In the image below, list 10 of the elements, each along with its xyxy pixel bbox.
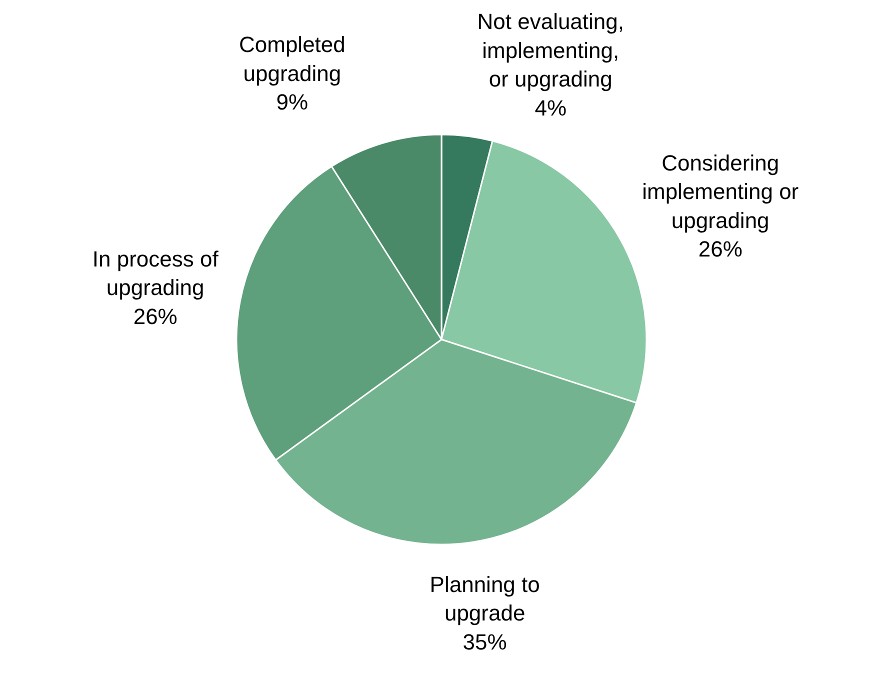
slice-label: In process of upgrading <box>92 246 220 300</box>
slice-label: Planning to upgrade <box>430 572 540 626</box>
slice-label: Considering implementing or upgrading <box>642 150 799 233</box>
data-label: 4% <box>534 95 567 120</box>
data-label: 26% <box>133 304 178 329</box>
slice-label: Completed upgrading <box>239 32 346 86</box>
data-label: 26% <box>698 236 742 262</box>
data-label: 9% <box>276 90 308 115</box>
slice-label: Not evaluating, implementing, or upgrading <box>477 9 624 92</box>
data-label: 35% <box>462 629 507 654</box>
